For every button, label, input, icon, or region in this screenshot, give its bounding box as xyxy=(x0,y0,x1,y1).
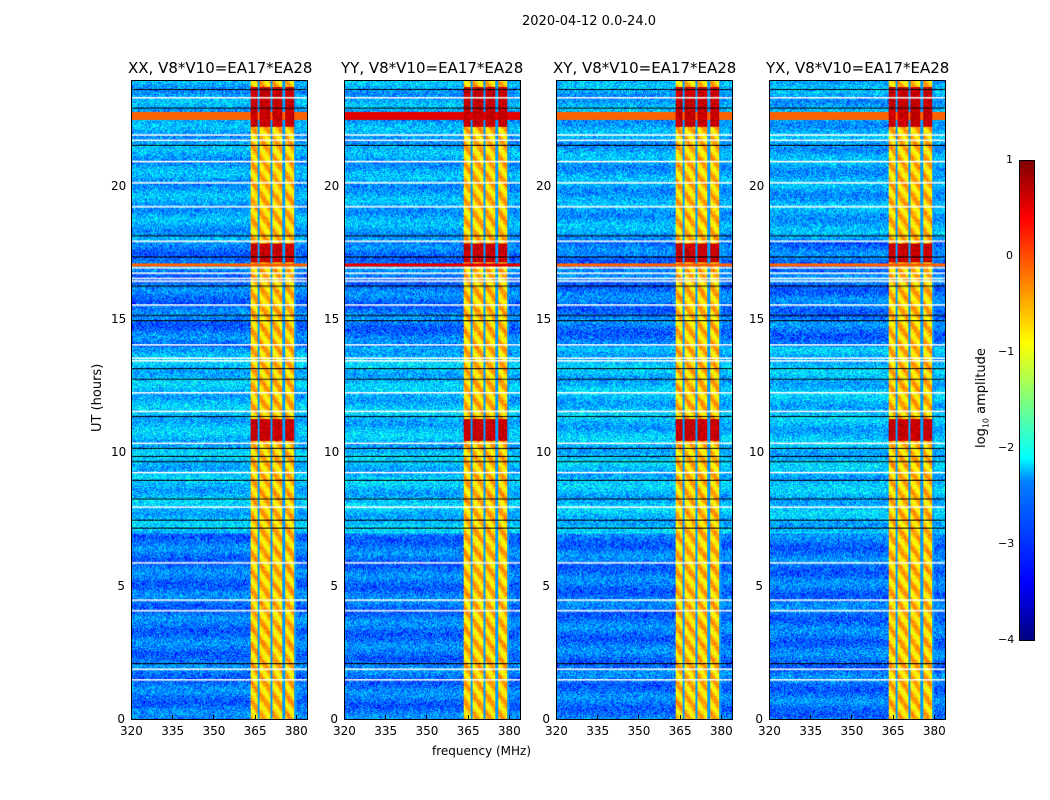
x-axis-label: frequency (MHz) xyxy=(432,744,532,758)
x-tick-mark xyxy=(508,715,510,719)
x-tick-label: 380 xyxy=(922,724,946,738)
x-tick-label: 335 xyxy=(586,724,610,738)
colorbar xyxy=(1019,160,1035,641)
y-tick-label: 0 xyxy=(330,712,338,726)
y-tick-label: 15 xyxy=(536,312,552,326)
x-tick-label: 380 xyxy=(709,724,733,738)
x-tick-label: 365 xyxy=(243,724,267,738)
figure-title: 2020-04-12 0.0-24.0 xyxy=(522,14,656,29)
x-tick-mark xyxy=(933,715,935,719)
colorbar-tick-label: 1 xyxy=(1006,153,1013,166)
x-tick-label: 320 xyxy=(545,724,568,738)
x-tick-label: 380 xyxy=(497,724,521,738)
y-tick-label: 15 xyxy=(111,312,127,326)
x-tick-mark xyxy=(426,715,428,719)
x-tick-label: 320 xyxy=(333,724,356,738)
colorbar-tick-label: −1 xyxy=(998,345,1015,358)
y-tick-label: 20 xyxy=(111,178,127,193)
y-tick-label: 20 xyxy=(749,178,765,193)
panel-title: YY, V8*V10=EA17*EA28 xyxy=(341,59,524,77)
spectrogram-panel-0 xyxy=(131,80,308,720)
x-tick-label: 350 xyxy=(627,724,651,738)
x-tick-label: 350 xyxy=(415,724,439,738)
y-tick-label: 5 xyxy=(755,578,763,593)
x-tick-label: 350 xyxy=(840,724,864,738)
x-tick-mark xyxy=(679,715,681,719)
panel-title: XX, V8*V10=EA17*EA28 xyxy=(128,59,313,77)
heatmap-canvas xyxy=(770,81,945,719)
x-tick-mark xyxy=(597,715,599,719)
y-tick-label: 20 xyxy=(324,178,340,193)
x-tick-mark xyxy=(638,715,640,719)
x-tick-mark xyxy=(556,715,557,719)
heatmap-canvas xyxy=(132,81,307,719)
x-tick-mark xyxy=(467,715,469,719)
x-tick-mark xyxy=(254,715,256,719)
colorbar-tick-label: −3 xyxy=(998,537,1015,550)
y-tick-label: 0 xyxy=(542,712,550,726)
x-tick-mark xyxy=(172,715,174,719)
y-tick-label: 0 xyxy=(117,712,125,726)
y-tick-label: 10 xyxy=(536,445,552,460)
x-tick-label: 320 xyxy=(120,724,143,738)
y-axis-label: UT (hours) xyxy=(90,363,105,432)
x-tick-label: 380 xyxy=(284,724,308,738)
x-tick-label: 335 xyxy=(161,724,185,738)
heatmap-canvas xyxy=(345,81,520,719)
y-tick-label: 15 xyxy=(749,312,765,326)
spectrogram-panel-1 xyxy=(344,80,521,720)
spectrogram-panel-3 xyxy=(769,80,946,720)
colorbar-label: log10 amplitude xyxy=(974,348,991,448)
x-tick-mark xyxy=(769,715,770,719)
y-tick-label: 10 xyxy=(324,445,340,460)
y-tick-label: 5 xyxy=(330,578,338,593)
x-tick-mark xyxy=(344,715,345,719)
x-tick-mark xyxy=(810,715,812,719)
colorbar-tick-label: 0 xyxy=(1006,249,1013,262)
colorbar-tick-label: −2 xyxy=(998,441,1015,454)
x-tick-mark xyxy=(131,715,132,719)
y-tick-label: 5 xyxy=(542,578,550,593)
panel-title: XY, V8*V10=EA17*EA28 xyxy=(553,59,737,77)
y-tick-label: 5 xyxy=(117,578,125,593)
spectrogram-panel-2 xyxy=(556,80,733,720)
x-tick-mark xyxy=(295,715,297,719)
y-tick-label: 15 xyxy=(324,312,340,326)
x-tick-label: 365 xyxy=(668,724,692,738)
y-tick-label: 0 xyxy=(755,712,763,726)
x-tick-label: 335 xyxy=(374,724,398,738)
heatmap-canvas xyxy=(557,81,732,719)
panel-title: YX, V8*V10=EA17*EA28 xyxy=(766,59,950,77)
y-tick-label: 10 xyxy=(111,445,127,460)
x-tick-mark xyxy=(720,715,722,719)
x-tick-label: 365 xyxy=(456,724,480,738)
y-tick-label: 10 xyxy=(749,445,765,460)
y-tick-label: 20 xyxy=(536,178,552,193)
x-tick-mark xyxy=(385,715,387,719)
x-tick-label: 365 xyxy=(881,724,905,738)
x-tick-mark xyxy=(851,715,853,719)
x-tick-label: 335 xyxy=(799,724,823,738)
x-tick-label: 350 xyxy=(202,724,226,738)
colorbar-tick-label: −4 xyxy=(998,633,1015,646)
x-tick-label: 320 xyxy=(758,724,781,738)
x-tick-mark xyxy=(892,715,894,719)
x-tick-mark xyxy=(213,715,215,719)
